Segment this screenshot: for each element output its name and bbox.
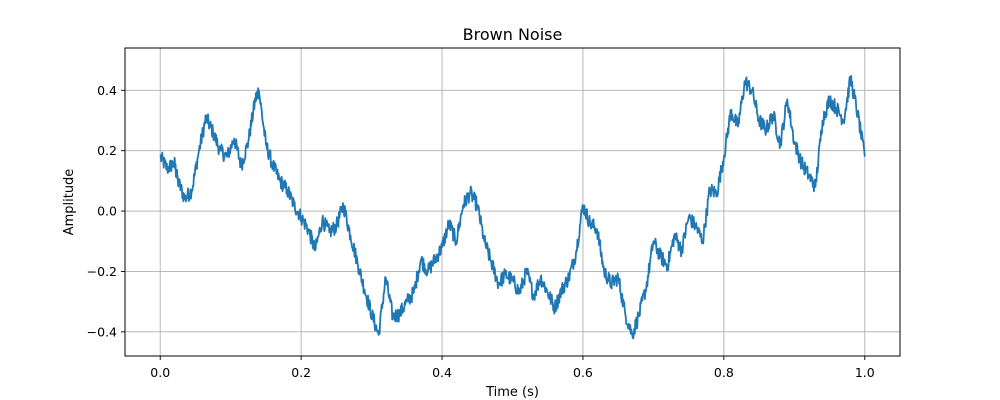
- x-axis-label: Time (s): [485, 385, 539, 400]
- grid-lines: [125, 48, 900, 356]
- y-tick-label: 0.4: [97, 83, 117, 98]
- axis-ticks: 0.0 0.2 0.4 0.6 0.8 1.0 −0.4 −0.2 0.0 0.2 0.4: [87, 83, 875, 380]
- x-tick-label: 0.0: [150, 365, 170, 380]
- y-tick-label: −0.4: [87, 324, 117, 339]
- x-tick-label: 0.6: [573, 365, 593, 380]
- x-tick-label: 0.4: [432, 365, 452, 380]
- plot-area: [159, 74, 866, 340]
- y-tick-label: −0.2: [87, 264, 117, 279]
- plot-frame: [124, 47, 901, 357]
- x-tick-label: 1.0: [855, 365, 875, 380]
- y-tick-label: 0.0: [97, 204, 117, 219]
- series-line: [159, 74, 866, 340]
- x-tick-label: 0.2: [291, 365, 311, 380]
- y-tick-label: 0.2: [97, 143, 117, 158]
- y-axis-label: Amplitude: [62, 169, 77, 236]
- chart-title: Brown Noise: [463, 25, 563, 44]
- x-tick-label: 0.8: [714, 365, 734, 380]
